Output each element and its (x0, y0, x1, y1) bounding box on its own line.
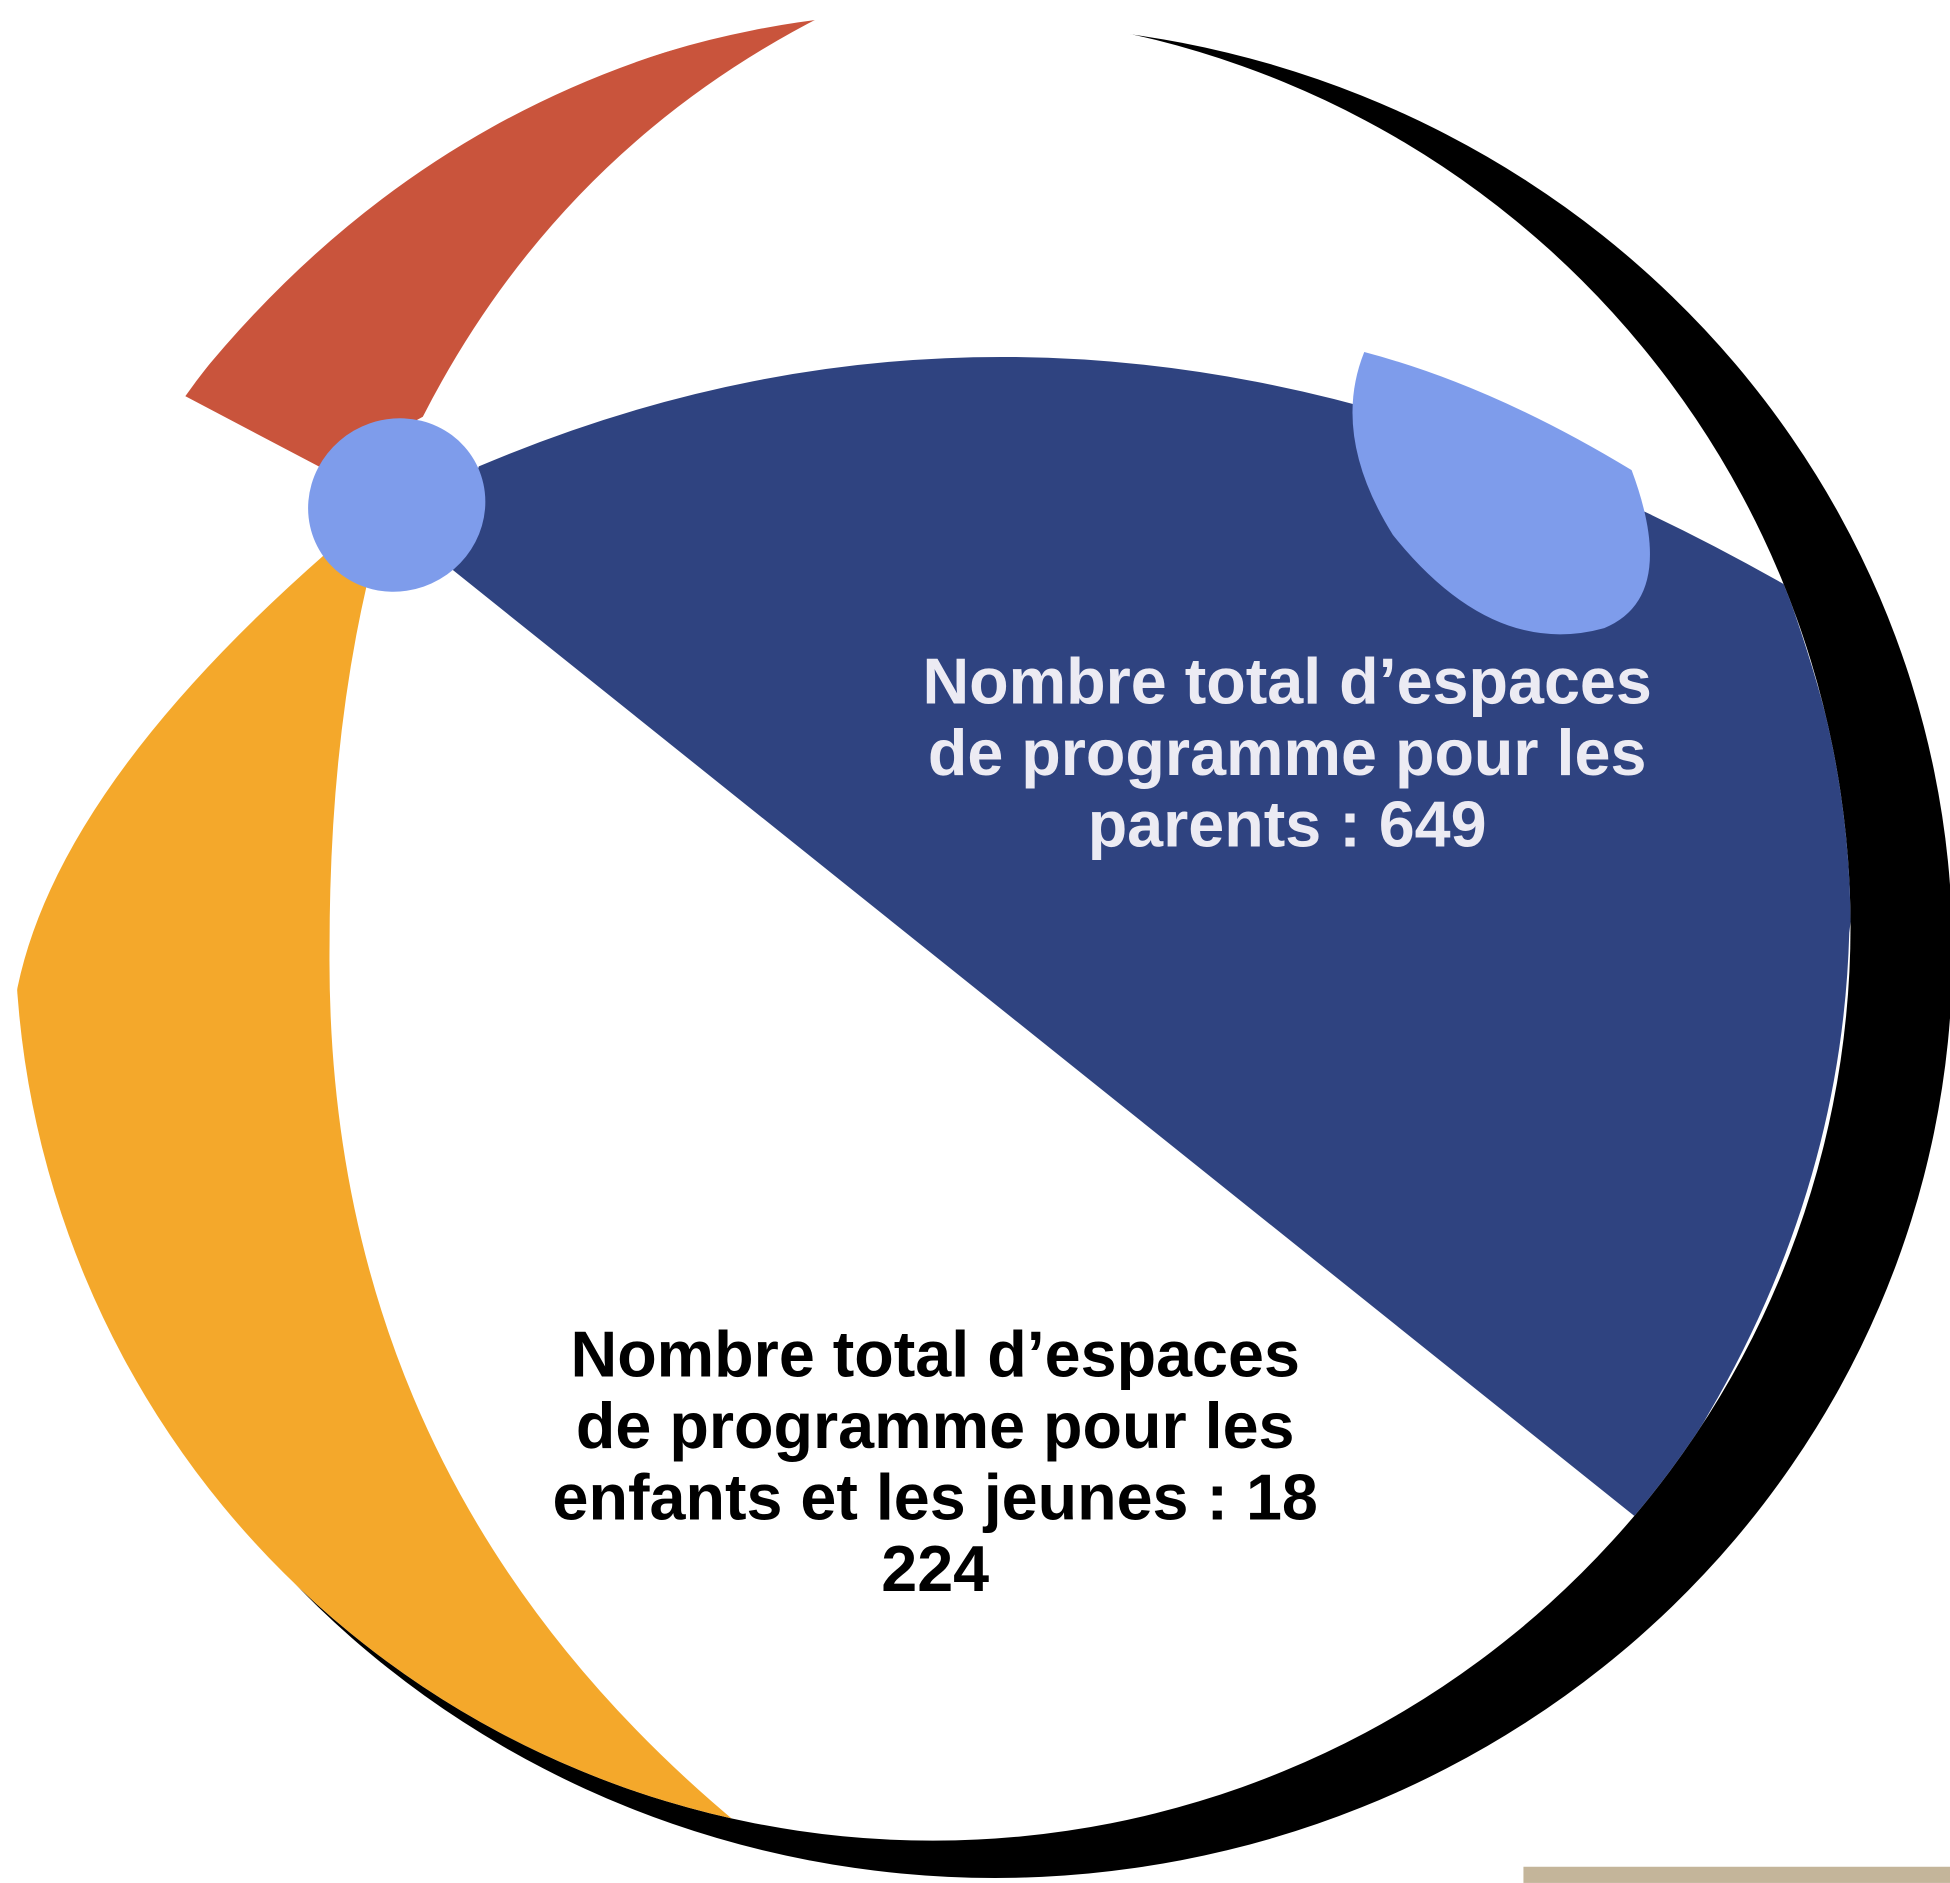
bottom-bar (1523, 1866, 1950, 1883)
label-line: parents : 649 (1088, 788, 1487, 861)
red-panel (184, 15, 825, 471)
label-line: enfants et les jeunes : 18 (553, 1460, 1318, 1533)
navy-panel (447, 357, 1851, 1520)
label-line: de programme pour les (928, 716, 1647, 789)
label-line: de programme pour les (576, 1389, 1295, 1462)
label-line: 224 (881, 1532, 989, 1605)
label-line: Nombre total d’espaces (571, 1317, 1300, 1390)
orange-panel (14, 553, 759, 1841)
label-line: Nombre total d’espaces (922, 645, 1651, 718)
highlight (1352, 352, 1650, 635)
ball-valve (308, 418, 486, 592)
